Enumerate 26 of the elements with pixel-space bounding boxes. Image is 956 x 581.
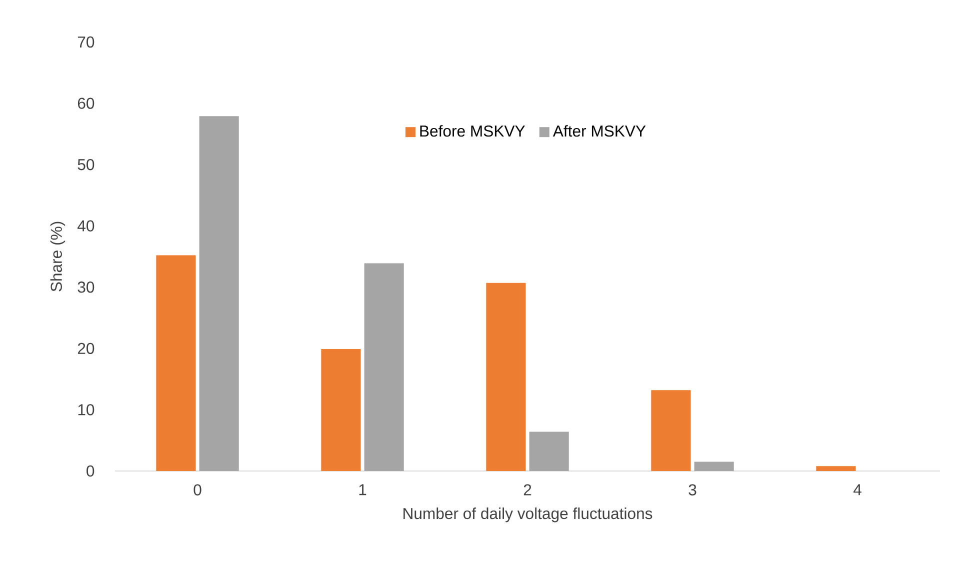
y-tick-label: 70 <box>78 36 94 48</box>
x-tick-label: 3 <box>688 484 696 496</box>
y-tick-label: 40 <box>78 220 94 232</box>
legend-label: After MSKVY <box>552 125 646 137</box>
y-tick-label: 50 <box>78 158 94 170</box>
bar <box>364 263 404 471</box>
bar <box>199 116 239 471</box>
y-tick-label: 30 <box>78 282 94 293</box>
bar <box>156 255 196 471</box>
x-tick-label: 0 <box>194 484 202 496</box>
y-tick-label: 20 <box>78 342 94 354</box>
legend-label: Before MSKVY <box>420 125 525 137</box>
y-axis-title: Share (%) <box>50 222 66 292</box>
bar <box>694 462 734 471</box>
y-tick-label: 0 <box>86 465 94 477</box>
y-tick-label: 10 <box>78 404 94 416</box>
bar <box>321 349 361 471</box>
x-axis-title: Number of daily voltage fluctuations <box>404 507 652 522</box>
x-tick-label: 1 <box>359 484 366 496</box>
bar <box>651 390 691 471</box>
x-tick-label: 2 <box>524 484 532 496</box>
bar <box>529 432 569 471</box>
y-tick-label: 60 <box>78 98 94 109</box>
bar <box>486 282 526 471</box>
bar <box>816 466 856 471</box>
x-tick-label: 4 <box>853 484 862 496</box>
